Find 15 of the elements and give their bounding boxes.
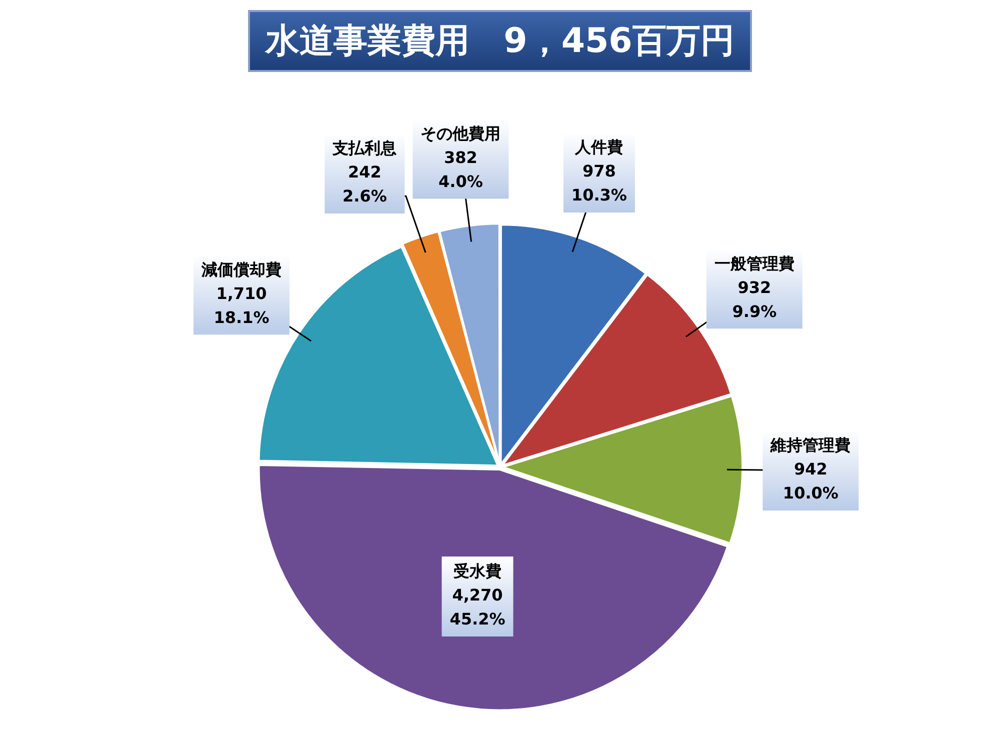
data-label: 242 2.6% — [342, 162, 387, 206]
data-label: 978 10.3% — [571, 162, 627, 205]
slice-label: 人件費 — [574, 138, 624, 157]
data-label: 4,270 45.2% — [450, 586, 506, 629]
slice-label: 維持管理費 — [770, 436, 851, 455]
slice-label: 一般管理費 — [714, 254, 794, 273]
data-label: 942 10.0% — [782, 460, 838, 503]
slice-label: 受水費 — [452, 562, 502, 581]
chart-title: 水道事業費用 9，456百万円 — [248, 10, 752, 72]
slice-label: 支払利息 — [332, 138, 398, 158]
data-label: 1,710 18.1% — [214, 284, 270, 327]
slice-label: その他費用 — [420, 124, 501, 143]
data-label: 382 4.0% — [438, 148, 483, 191]
data-label: 932 9.9% — [732, 278, 777, 321]
slice-label: 減価償却費 — [200, 260, 282, 279]
